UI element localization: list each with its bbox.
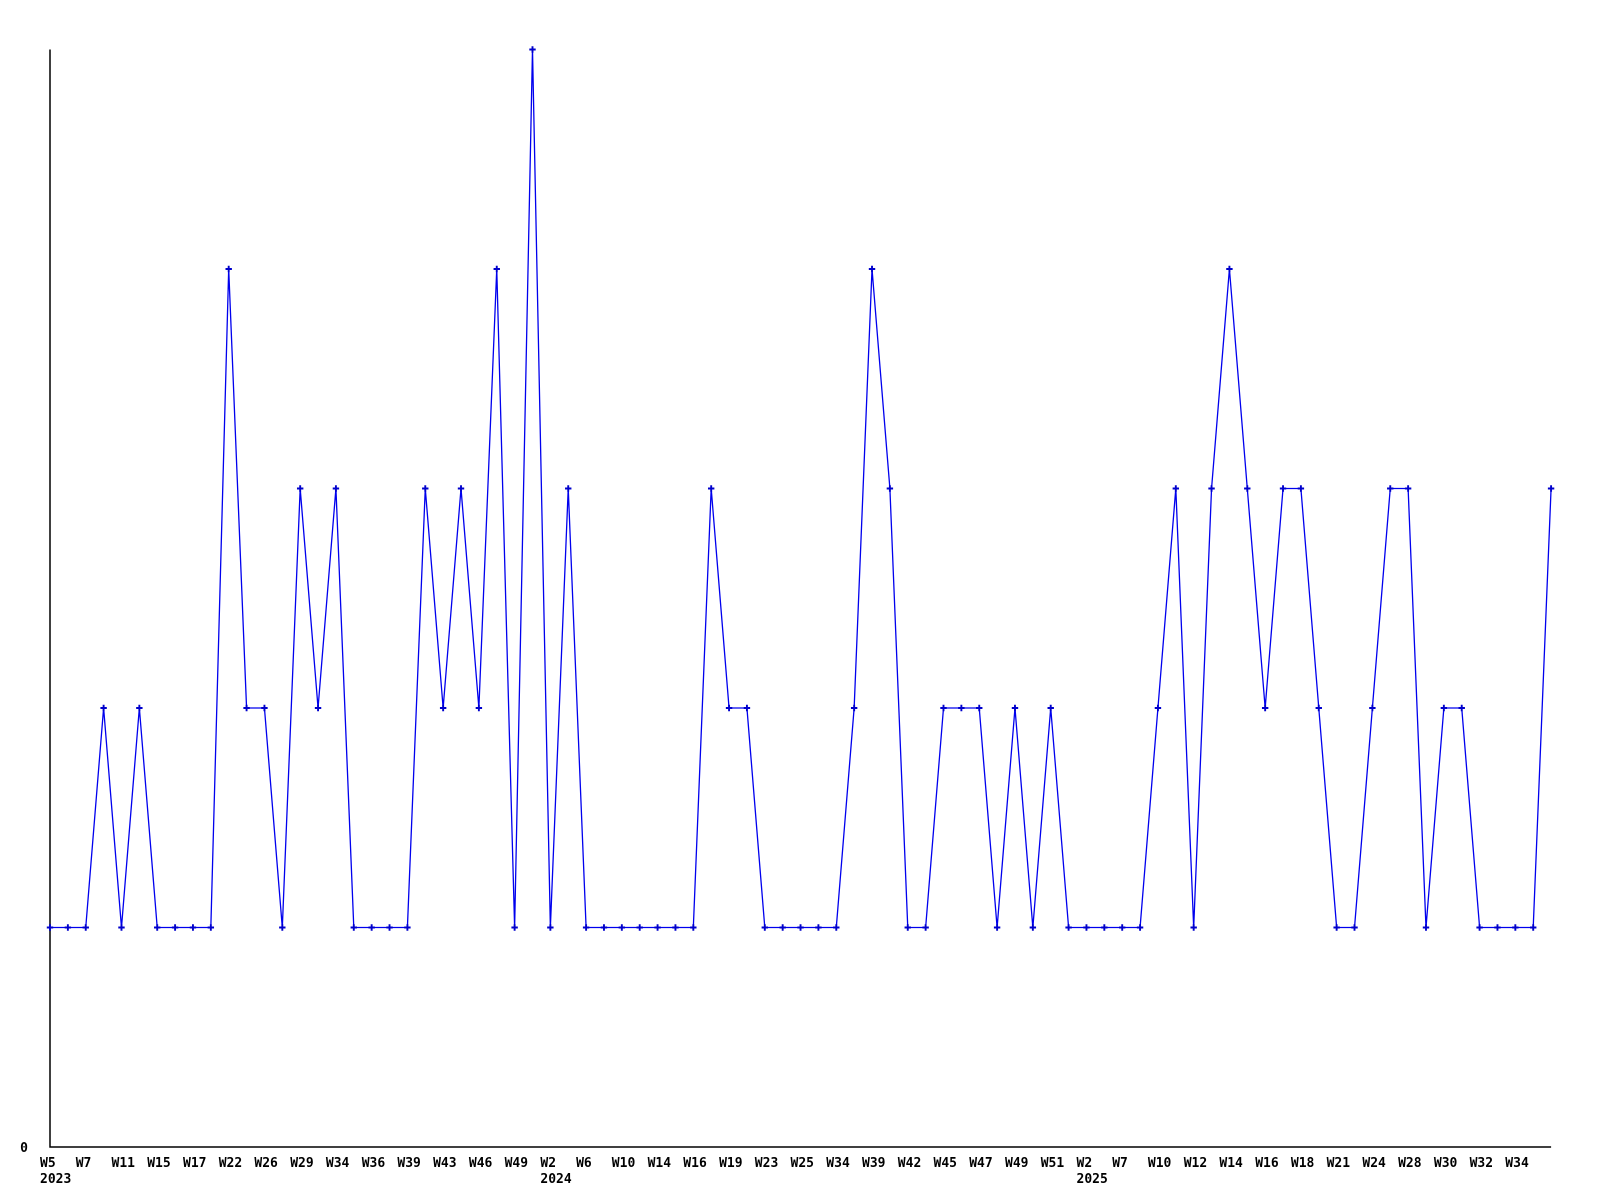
x-tick-week-label: W15	[147, 1156, 170, 1171]
x-tick-week-label: W47	[969, 1156, 992, 1171]
x-tick-week-label: W39	[862, 1156, 885, 1171]
x-tick-week-label: W23	[755, 1156, 778, 1171]
x-tick-week-label: W12	[1184, 1156, 1207, 1171]
x-tick-week-label: W49	[505, 1156, 528, 1171]
x-tick-week-label: W14	[648, 1156, 672, 1171]
x-tick-week-label: W6	[576, 1156, 592, 1171]
data-point-markers	[46, 46, 1555, 931]
x-tick-week-label: W17	[183, 1156, 206, 1171]
x-tick-week-label: W24	[1362, 1156, 1386, 1171]
x-tick-week-label: W7	[1112, 1156, 1128, 1171]
x-tick-week-label: W2	[540, 1156, 556, 1171]
x-tick-week-label: W25	[791, 1156, 814, 1171]
x-tick-week-label: W18	[1291, 1156, 1315, 1171]
x-tick-week-label: W46	[469, 1156, 493, 1171]
data-line	[50, 49, 1552, 929]
x-tick-week-label: W45	[934, 1156, 957, 1171]
x-tick-week-label: W28	[1398, 1156, 1422, 1171]
x-tick-week-label: W7	[76, 1156, 92, 1171]
x-tick-week-label: W43	[433, 1156, 456, 1171]
x-tick-week-label: W34	[1505, 1156, 1529, 1171]
x-tick-week-label: W34	[826, 1156, 850, 1171]
x-tick-week-label: W36	[362, 1156, 386, 1171]
x-tick-week-label: W11	[112, 1156, 136, 1171]
x-tick-week-label: W26	[254, 1156, 278, 1171]
x-tick-week-label: W30	[1434, 1156, 1458, 1171]
x-tick-week-label: W19	[719, 1156, 742, 1171]
x-tick-week-label: W42	[898, 1156, 921, 1171]
x-tick-week-label: W16	[1255, 1156, 1279, 1171]
x-tick-year-label: 2025	[1077, 1172, 1108, 1187]
x-tick-week-label: W14	[1219, 1156, 1243, 1171]
x-tick-week-label: W29	[290, 1156, 313, 1171]
x-tick-week-label: W39	[397, 1156, 420, 1171]
x-tick-week-label: W5	[40, 1156, 56, 1171]
x-tick-week-label: W21	[1327, 1156, 1351, 1171]
axis-lines	[49, 49, 1552, 1148]
x-tick-year-label: 2024	[540, 1172, 571, 1187]
x-tick-week-label: W10	[1148, 1156, 1172, 1171]
x-tick-year-label: 2023	[40, 1172, 71, 1187]
x-tick-week-label: W32	[1470, 1156, 1493, 1171]
x-tick-week-label: W2	[1077, 1156, 1093, 1171]
x-tick-week-label: W16	[683, 1156, 707, 1171]
y-axis-zero-label: 0	[20, 1141, 28, 1156]
x-tick-week-label: W22	[219, 1156, 242, 1171]
x-tick-week-label: W10	[612, 1156, 636, 1171]
x-tick-week-label: W51	[1041, 1156, 1065, 1171]
x-tick-week-label: W49	[1005, 1156, 1028, 1171]
x-tick-week-label: W34	[326, 1156, 350, 1171]
